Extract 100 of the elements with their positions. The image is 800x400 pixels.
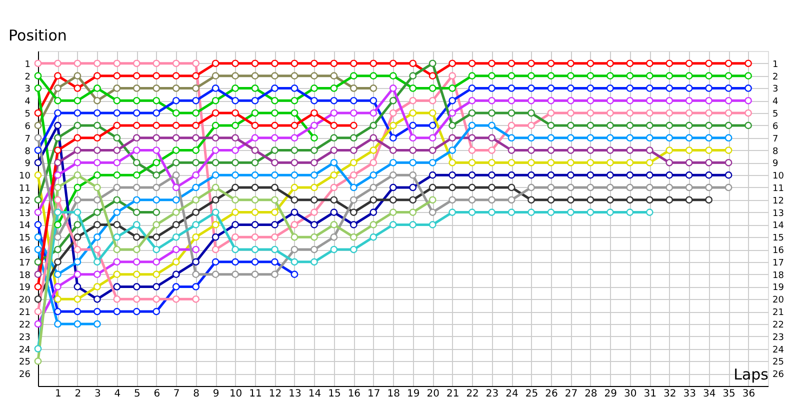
point [172, 295, 180, 303]
point [428, 72, 436, 80]
point [74, 134, 82, 142]
point [350, 158, 358, 166]
point [212, 221, 220, 228]
point [132, 208, 140, 216]
point [172, 60, 180, 68]
point [685, 60, 693, 68]
point [94, 233, 101, 241]
point [448, 122, 456, 130]
point [488, 60, 496, 68]
y2-tick-label: 15 [772, 234, 784, 244]
point [389, 196, 397, 204]
point [290, 122, 298, 130]
point [232, 208, 239, 216]
point [172, 134, 180, 142]
point [370, 122, 378, 130]
x-tick-label: 1 [55, 388, 62, 400]
point [94, 283, 101, 290]
x-tick-label: 18 [387, 388, 400, 400]
point [547, 109, 555, 117]
point [606, 146, 614, 154]
point [705, 184, 712, 192]
y-tick-label: 10 [19, 172, 31, 182]
point [290, 96, 298, 104]
point [606, 96, 614, 104]
x-tick-label: 9 [212, 388, 220, 400]
point [705, 122, 712, 130]
point [251, 60, 259, 68]
point [666, 96, 674, 104]
point [232, 72, 239, 80]
point [685, 84, 693, 92]
point [113, 171, 121, 179]
point [290, 233, 298, 241]
point [528, 122, 535, 130]
point [152, 72, 160, 80]
point [290, 171, 298, 179]
point [389, 171, 397, 179]
point [448, 184, 456, 192]
point [370, 96, 378, 104]
point [74, 295, 82, 303]
point [113, 221, 121, 228]
point [232, 184, 239, 192]
point [626, 122, 634, 130]
point [666, 122, 674, 130]
point [448, 196, 456, 204]
y2-tick-label: 1 [772, 60, 778, 70]
x-tick-label: 17 [368, 388, 380, 400]
x-axis-title: Laps [734, 366, 769, 384]
point [290, 184, 298, 192]
point [34, 84, 42, 92]
point [290, 146, 298, 154]
point [350, 84, 358, 92]
point [310, 72, 318, 80]
point [448, 72, 456, 80]
point [152, 109, 160, 117]
point [488, 171, 496, 179]
point [310, 233, 318, 241]
point [409, 84, 417, 92]
point [94, 308, 101, 316]
point [508, 208, 516, 216]
point [448, 171, 456, 179]
point [330, 109, 338, 117]
point [271, 96, 278, 104]
point [271, 122, 278, 130]
point [54, 283, 62, 290]
point [586, 184, 594, 192]
point [448, 134, 456, 142]
x-tick-label: 25 [525, 388, 538, 400]
point [34, 109, 42, 117]
point [74, 171, 82, 179]
point [428, 184, 436, 192]
point [34, 295, 42, 303]
point [409, 134, 417, 142]
point [528, 134, 535, 142]
point [724, 96, 732, 104]
point [744, 96, 752, 104]
point [94, 171, 101, 179]
point [528, 84, 535, 92]
point [409, 96, 417, 104]
point [586, 158, 594, 166]
point [212, 146, 220, 154]
point [389, 72, 397, 80]
point [685, 72, 693, 80]
point [290, 258, 298, 266]
point [192, 221, 200, 228]
point [488, 146, 496, 154]
point [132, 258, 140, 266]
point [567, 184, 574, 192]
point [271, 84, 278, 92]
point [172, 122, 180, 130]
x-tick-label: 5 [134, 388, 140, 400]
point [666, 171, 674, 179]
y-tick-label: 9 [24, 159, 31, 170]
y2-tick-label: 25 [772, 358, 784, 368]
point [646, 146, 654, 154]
point [705, 109, 712, 117]
x-tick-label: 24 [506, 388, 518, 400]
point [350, 109, 358, 117]
point [54, 233, 62, 241]
